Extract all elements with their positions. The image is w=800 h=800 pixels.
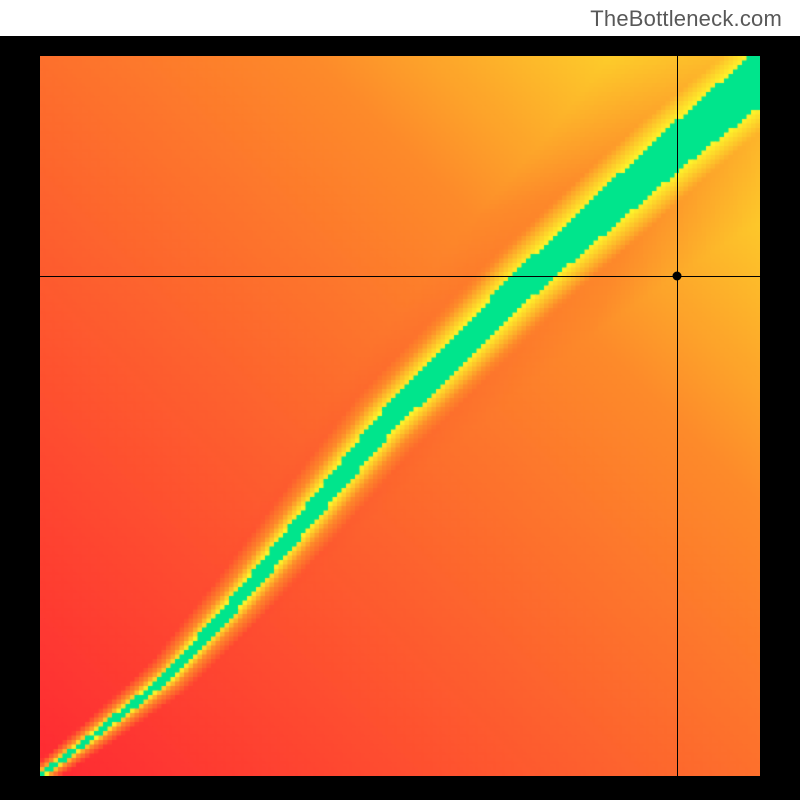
heatmap-canvas (40, 56, 760, 776)
heatmap-plot-area (40, 56, 760, 776)
crosshair-vertical (677, 56, 678, 776)
watermark-text: TheBottleneck.com (590, 6, 782, 32)
crosshair-horizontal (40, 276, 760, 277)
chart-outer-frame (0, 36, 800, 800)
marker-dot (673, 271, 682, 280)
root-container: TheBottleneck.com (0, 0, 800, 800)
